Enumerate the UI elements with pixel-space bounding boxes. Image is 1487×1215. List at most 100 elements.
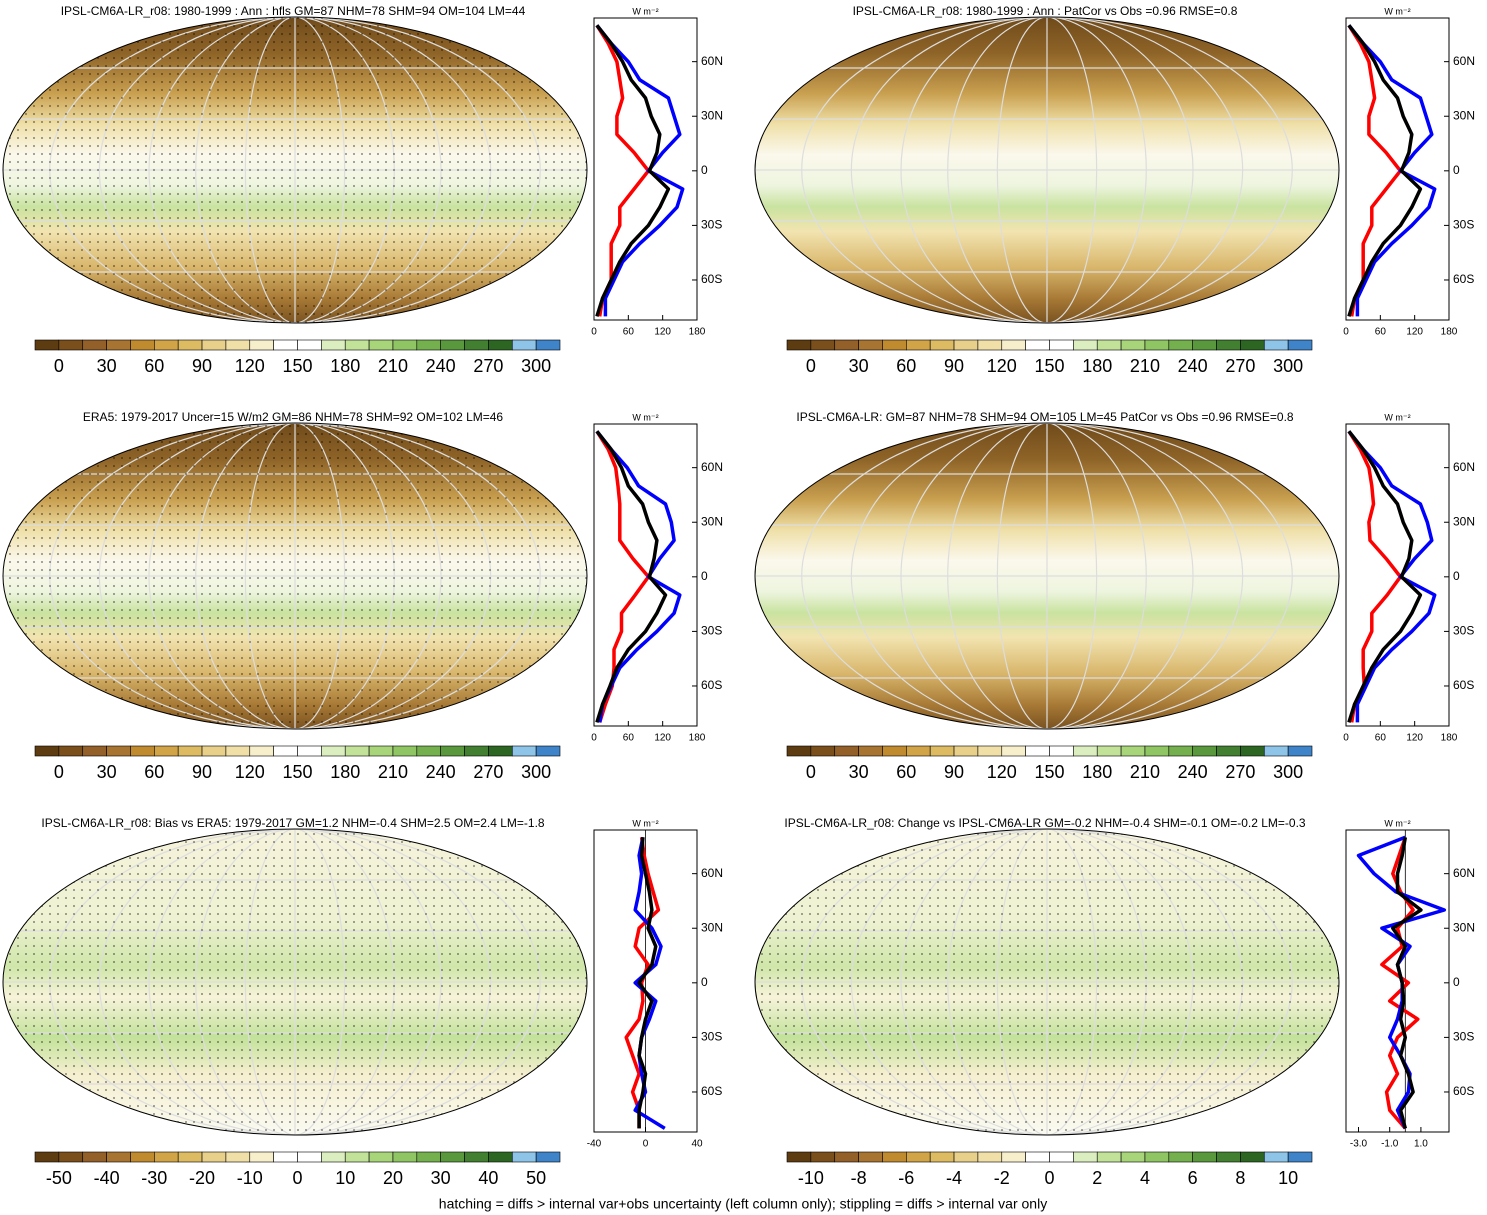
colorbar-box [1168, 339, 1193, 351]
colorbar-box [440, 1151, 465, 1163]
meridian [996, 17, 1098, 323]
colorbar-box [1049, 339, 1074, 351]
x-tick-label: 0 [643, 1139, 649, 1150]
x-tick-label: 0 [591, 327, 597, 338]
meridian [947, 17, 1147, 323]
zonal-line [637, 837, 658, 1129]
colorbar-label: 10 [1278, 1168, 1298, 1188]
colorbar-label: -30 [141, 1168, 167, 1188]
colorbar-box [273, 339, 298, 351]
zonal-line [1391, 837, 1423, 1129]
colorbar-box [34, 339, 60, 351]
colorbar-box [882, 339, 907, 351]
y-tick-label: 60N [1453, 54, 1475, 68]
colorbar-label: 240 [426, 356, 456, 376]
colorbar-label: 90 [944, 356, 964, 376]
colorbar-label: 270 [1225, 356, 1255, 376]
colorbar-label: 30 [97, 762, 117, 782]
colorbar-box [1216, 1151, 1241, 1163]
colorbar-box [464, 1151, 489, 1163]
colorbar-box [58, 339, 84, 351]
colorbar-box [106, 745, 131, 757]
x-tick-label: -3.0 [1350, 1139, 1368, 1150]
colorbar-box [1001, 745, 1026, 757]
colorbar-box [786, 1151, 812, 1163]
y-tick-label: 0 [701, 975, 708, 989]
colorbar-label: 30 [849, 762, 869, 782]
colorbar-label: 2 [1092, 1168, 1102, 1188]
colorbar-box [810, 745, 836, 757]
footnote: hatching = diffs > internal var+obs unce… [439, 1196, 1047, 1212]
y-tick-label: 60N [1453, 866, 1475, 880]
colorbar-box [321, 1151, 346, 1163]
colorbar-box [297, 745, 322, 757]
colorbar-box [1192, 339, 1217, 351]
colorbar-label: 210 [378, 762, 408, 782]
colorbar-box [201, 745, 227, 757]
x-tick-label: 120 [1406, 733, 1423, 744]
y-tick-label: 30S [1453, 1030, 1474, 1044]
colorbar-box [511, 1151, 537, 1163]
colorbar-box [321, 745, 346, 757]
colorbar-box [154, 339, 179, 351]
zonal-frame [1345, 829, 1450, 1133]
x-tick-label: 1.0 [1414, 1139, 1428, 1150]
colorbar-label: 50 [526, 1168, 546, 1188]
colorbar-box [1168, 1151, 1193, 1163]
colorbar-label: 0 [54, 762, 64, 782]
zonal-unit: W m⁻² [632, 818, 658, 828]
colorbar-box [1287, 339, 1313, 351]
colorbar-box [297, 1151, 322, 1163]
colorbar-box [177, 1151, 203, 1163]
colorbar-label: 150 [1034, 356, 1064, 376]
colorbar-box [273, 1151, 298, 1163]
y-tick-label: 30N [701, 920, 723, 934]
colorbar-box [953, 339, 979, 351]
colorbar-box [882, 1151, 907, 1163]
colorbar-label: 150 [282, 356, 312, 376]
colorbar-box [929, 1151, 955, 1163]
colorbar-box [58, 745, 84, 757]
colorbar-label: 60 [144, 356, 164, 376]
colorbar-box [321, 339, 346, 351]
colorbar-label: 180 [1082, 762, 1112, 782]
y-tick-label: 60S [1453, 1084, 1474, 1098]
colorbar-label: -10 [798, 1168, 824, 1188]
colorbar-box [488, 745, 513, 757]
colorbar-label: 20 [383, 1168, 403, 1188]
colorbar-label: 120 [235, 762, 265, 782]
colorbar-box [1096, 1151, 1122, 1163]
colorbar-box [906, 1151, 931, 1163]
y-tick-label: 30S [1453, 624, 1474, 638]
y-tick-label: 30N [701, 514, 723, 528]
colorbar-box [249, 745, 274, 757]
zonal-line [1347, 24, 1403, 317]
stippling [3, 423, 587, 729]
map-border [754, 16, 1340, 324]
zonal-line [595, 24, 651, 317]
colorbar-box [858, 339, 883, 351]
colorbar-label: 270 [473, 356, 503, 376]
y-tick-label: 60N [701, 54, 723, 68]
colorbar-label: 0 [292, 1168, 302, 1188]
colorbar-box [929, 339, 955, 351]
x-tick-label: 120 [1406, 327, 1423, 338]
colorbar-box [488, 339, 513, 351]
panel: IPSL-CM6A-LR: GM=87 NHM=78 SHM=94 OM=105… [754, 410, 1475, 782]
y-tick-label: 60S [1453, 272, 1474, 286]
panel: ERA5: 1979-2017 Uncer=15 W/m2 GM=86 NHM=… [2, 410, 723, 782]
x-tick-label: 180 [689, 327, 706, 338]
colorbar-label: 240 [1178, 356, 1208, 376]
colorbar-label: 30 [849, 356, 869, 376]
colorbar-box [882, 745, 907, 757]
colorbar-box [201, 1151, 227, 1163]
meridian [801, 17, 1293, 323]
zonal-line [1347, 430, 1403, 723]
x-tick-label: 120 [654, 733, 671, 744]
colorbar-box [106, 339, 131, 351]
colorbar-box [1192, 1151, 1217, 1163]
stippling [755, 829, 1339, 1135]
colorbar-box [1120, 1151, 1146, 1163]
zonal-frame [1345, 423, 1450, 727]
colorbar-label: 180 [1082, 356, 1112, 376]
